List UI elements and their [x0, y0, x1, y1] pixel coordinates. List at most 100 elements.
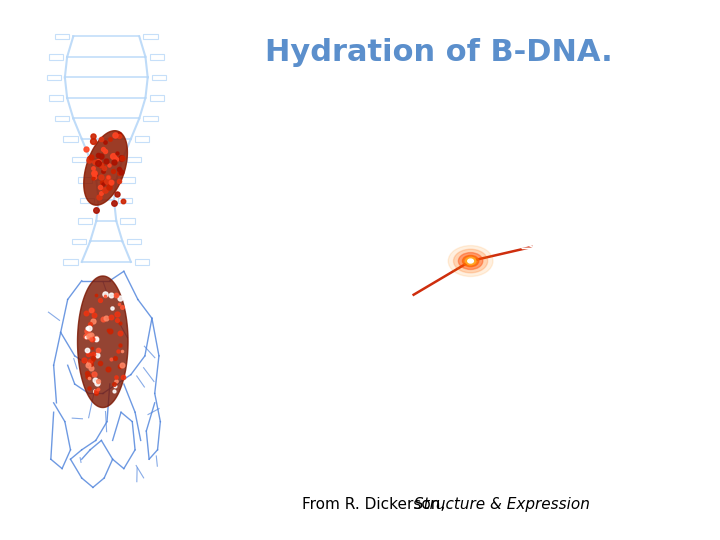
Point [108, 158, 120, 166]
Point [97, 167, 109, 176]
Point [92, 159, 104, 167]
Point [95, 173, 107, 181]
Point [88, 169, 99, 178]
Point [113, 300, 125, 308]
Point [104, 327, 116, 336]
Point [117, 197, 129, 206]
Bar [150, 54, 163, 60]
Point [84, 374, 95, 383]
Bar [120, 177, 135, 183]
Text: Structure & Expression: Structure & Expression [414, 497, 590, 512]
Point [97, 315, 109, 323]
Point [82, 361, 94, 369]
Point [112, 190, 123, 198]
Bar [63, 259, 78, 265]
Point [93, 192, 104, 201]
Point [80, 308, 91, 317]
Point [80, 332, 91, 340]
Point [96, 152, 107, 160]
Point [109, 131, 120, 139]
Point [87, 131, 99, 140]
Bar [120, 218, 135, 224]
Point [83, 323, 94, 332]
Point [90, 387, 102, 395]
Point [102, 326, 114, 334]
Point [107, 166, 118, 175]
Point [86, 356, 98, 364]
Point [113, 130, 125, 139]
Point [106, 303, 117, 312]
Text: From R. Dickerson,: From R. Dickerson, [302, 497, 451, 512]
Point [93, 384, 104, 393]
Point [83, 372, 94, 381]
Bar [72, 157, 86, 162]
Point [99, 146, 111, 155]
Point [114, 294, 125, 302]
Point [81, 324, 93, 333]
Point [91, 334, 102, 343]
Point [86, 306, 98, 315]
Point [83, 153, 94, 162]
Bar [55, 116, 69, 121]
Point [99, 289, 111, 298]
Point [102, 173, 113, 181]
Bar [135, 259, 149, 265]
Bar [81, 198, 94, 203]
Point [111, 154, 122, 163]
Point [117, 361, 128, 369]
Bar [127, 239, 140, 244]
Point [105, 179, 117, 187]
Point [84, 332, 95, 340]
Point [115, 153, 127, 162]
Point [105, 177, 117, 186]
Bar [72, 239, 86, 244]
Point [81, 145, 92, 154]
Point [86, 306, 97, 314]
Bar [127, 157, 140, 162]
Point [85, 357, 96, 366]
Point [104, 135, 115, 144]
Point [87, 317, 99, 326]
Point [86, 344, 98, 353]
Point [87, 354, 99, 363]
Bar [78, 177, 92, 183]
Circle shape [462, 255, 479, 267]
Point [108, 386, 120, 395]
Bar [135, 136, 149, 141]
Point [89, 158, 101, 166]
Point [96, 178, 107, 186]
Point [109, 354, 121, 362]
Point [82, 359, 94, 367]
Point [113, 177, 125, 186]
Bar [49, 54, 63, 60]
Point [105, 291, 117, 300]
Point [86, 335, 98, 344]
Point [92, 151, 104, 160]
Point [81, 327, 93, 335]
Bar [143, 33, 158, 39]
Point [111, 309, 122, 318]
Bar [78, 218, 92, 224]
Polygon shape [78, 276, 128, 408]
Point [100, 314, 112, 322]
Point [113, 169, 125, 178]
Point [84, 384, 95, 393]
Point [89, 172, 100, 181]
Point [102, 364, 113, 373]
Point [103, 161, 114, 170]
Point [91, 350, 102, 359]
Point [117, 302, 128, 311]
Point [112, 316, 123, 325]
Point [86, 331, 97, 340]
Point [84, 156, 95, 164]
Point [99, 164, 110, 173]
Point [94, 296, 105, 305]
Point [102, 177, 113, 185]
Bar [63, 136, 78, 141]
Point [82, 350, 94, 359]
Point [114, 361, 125, 370]
Point [92, 346, 104, 355]
Bar [118, 198, 132, 203]
Point [116, 154, 127, 163]
Point [88, 168, 99, 177]
